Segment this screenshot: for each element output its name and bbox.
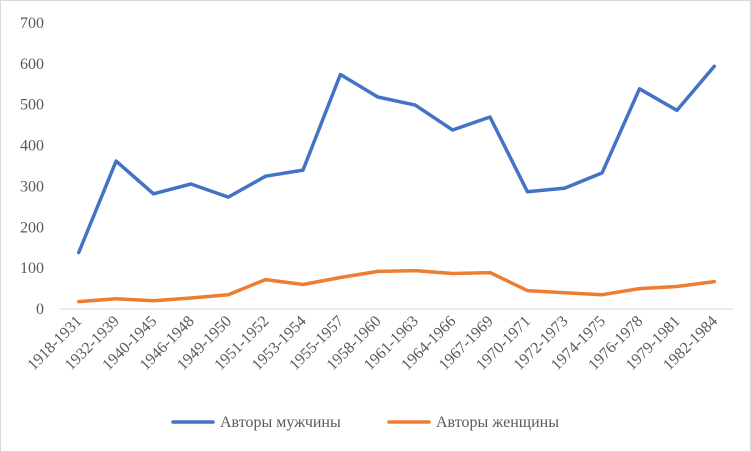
- data-point: [451, 272, 454, 275]
- legend-label-1: Авторы мужчины: [220, 414, 341, 431]
- data-point: [152, 192, 155, 195]
- data-point: [563, 186, 566, 190]
- y-tick-label: 300: [20, 178, 44, 195]
- data-point: [414, 103, 417, 107]
- data-point: [600, 293, 604, 296]
- data-point: [600, 171, 604, 175]
- y-tick-label: 700: [20, 15, 44, 32]
- data-point: [227, 195, 230, 199]
- data-point: [264, 278, 267, 281]
- y-tick-label: 200: [20, 219, 44, 236]
- data-point: [339, 73, 342, 76]
- data-point: [152, 299, 155, 302]
- y-tick-label: 0: [36, 301, 44, 318]
- series-lines: [76, 64, 717, 304]
- data-point: [675, 109, 679, 112]
- x-axis-ticks: 1918-19311932-19391940-19451946-19481949…: [24, 313, 721, 374]
- data-point: [189, 182, 193, 186]
- y-tick-label: 400: [20, 138, 44, 155]
- data-point: [227, 293, 230, 296]
- data-point: [488, 271, 492, 274]
- data-point: [713, 280, 716, 283]
- data-point: [488, 115, 492, 119]
- data-point: [77, 300, 80, 303]
- data-point: [414, 269, 417, 272]
- data-point: [563, 291, 566, 294]
- data-point: [114, 159, 118, 163]
- data-point: [264, 175, 267, 178]
- data-point: [301, 168, 305, 172]
- data-point: [526, 190, 529, 193]
- data-point: [114, 297, 118, 300]
- data-point: [526, 289, 529, 292]
- data-point: [638, 287, 641, 290]
- series-line-2: [76, 268, 717, 304]
- series-line-1: [76, 64, 717, 255]
- data-point: [713, 65, 716, 68]
- data-point: [376, 270, 379, 273]
- y-axis-ticks: 0 100 200 300 400 500 600 700: [20, 15, 44, 318]
- legend-label-2: Авторы женщины: [436, 414, 559, 431]
- data-point: [675, 285, 679, 288]
- data-point: [638, 87, 641, 91]
- y-tick-label: 100: [20, 260, 44, 277]
- data-point: [77, 251, 80, 254]
- data-point: [339, 276, 342, 279]
- y-tick-label: 600: [20, 56, 44, 73]
- data-point: [301, 283, 305, 286]
- data-point: [451, 128, 454, 132]
- data-point: [376, 95, 379, 99]
- legend: Авторы мужчины Авторы женщины: [171, 414, 559, 431]
- data-point: [189, 296, 193, 300]
- y-tick-label: 500: [20, 97, 44, 114]
